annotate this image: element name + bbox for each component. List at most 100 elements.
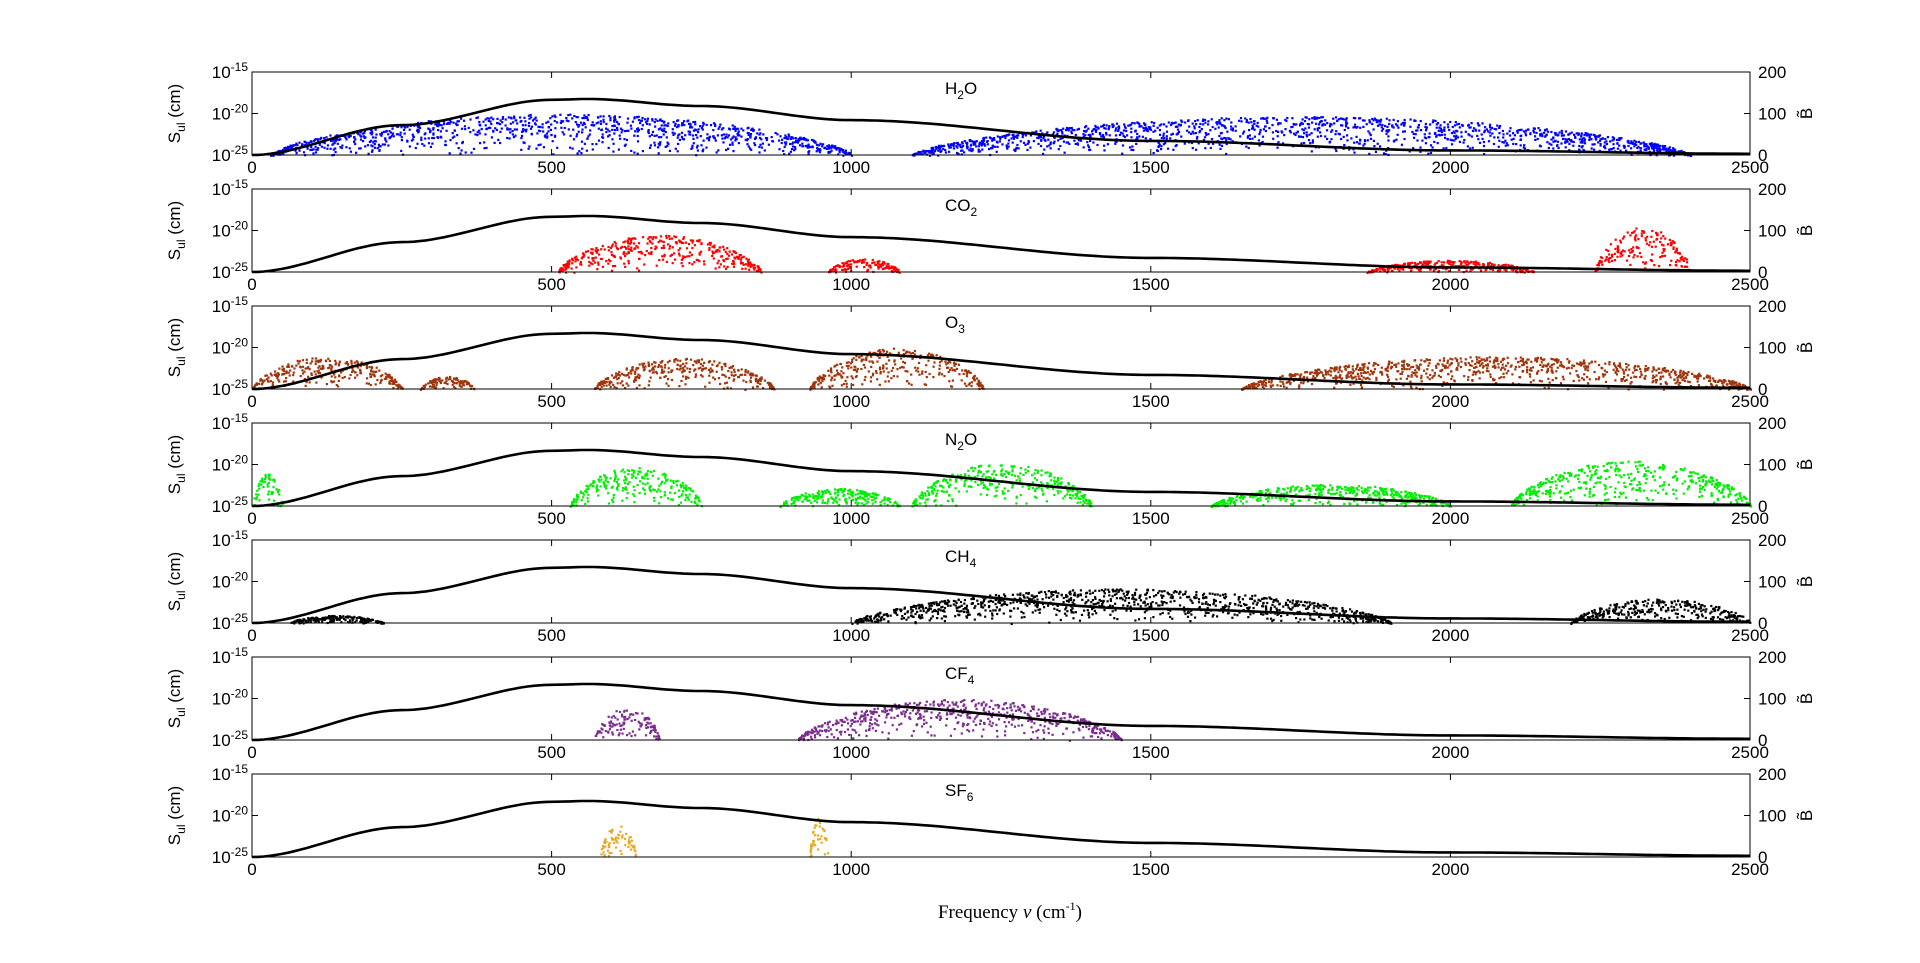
line-point: [1612, 147, 1615, 150]
line-point: [692, 121, 695, 124]
line-point: [1570, 131, 1573, 134]
line-point: [603, 248, 606, 251]
line-point: [1639, 149, 1642, 152]
line-point: [1656, 232, 1659, 235]
line-point: [587, 256, 590, 259]
line-point: [594, 249, 597, 252]
line-point: [875, 371, 878, 375]
line-point: [902, 349, 905, 352]
line-point: [270, 374, 273, 377]
line-point: [1590, 147, 1593, 150]
line-point: [565, 116, 568, 120]
line-point: [749, 134, 752, 138]
line-point: [699, 250, 703, 253]
line-point: [688, 130, 691, 133]
line-point: [863, 261, 866, 264]
line-point: [1582, 378, 1585, 381]
line-point: [1362, 125, 1365, 128]
line-point: [1645, 148, 1648, 152]
line-point: [604, 381, 607, 384]
line-point: [637, 269, 641, 272]
line-point: [384, 130, 387, 133]
line-point: [688, 262, 691, 265]
line-point: [1660, 371, 1663, 374]
line-point: [860, 367, 863, 371]
line-point: [373, 370, 376, 373]
line-point: [1330, 370, 1333, 373]
line-point: [948, 380, 951, 383]
line-point: [719, 246, 722, 249]
line-point: [581, 256, 584, 259]
line-point: [1328, 124, 1332, 128]
line-point: [1247, 146, 1250, 150]
line-point: [668, 359, 671, 362]
line-point: [887, 380, 890, 383]
line-point: [1659, 240, 1662, 244]
line-point: [1652, 149, 1655, 152]
line-point: [778, 148, 781, 151]
y-tick-label: 10-25: [212, 143, 249, 165]
line-point: [661, 129, 664, 133]
line-point: [549, 128, 552, 131]
line-point: [696, 359, 699, 362]
line-point: [1553, 140, 1556, 143]
line-point: [1689, 385, 1692, 388]
line-point: [329, 134, 332, 137]
line-point: [589, 262, 592, 265]
line-point: [1659, 148, 1662, 151]
line-point: [1674, 382, 1677, 385]
line-point: [553, 114, 556, 117]
line-point: [928, 372, 931, 376]
line-point: [621, 380, 624, 383]
line-point: [659, 141, 662, 144]
line-point: [355, 360, 358, 363]
line-point: [1195, 148, 1198, 151]
line-point: [667, 243, 670, 246]
line-point: [483, 147, 486, 150]
line-point: [1119, 131, 1122, 134]
line-point: [438, 380, 441, 383]
line-point: [677, 119, 680, 122]
line-point: [577, 130, 580, 133]
line-point: [827, 146, 830, 149]
line-point: [892, 366, 895, 370]
line-point: [742, 263, 745, 266]
line-point: [648, 239, 651, 243]
line-point: [322, 365, 325, 368]
line-point: [1279, 122, 1282, 125]
line-point: [761, 142, 764, 145]
line-point: [1204, 131, 1207, 135]
line-point: [529, 127, 533, 130]
line-point: [1286, 116, 1289, 120]
line-point: [696, 136, 699, 139]
line-point: [660, 246, 663, 250]
line-point: [1070, 130, 1073, 133]
line-point: [1389, 266, 1392, 269]
line-point: [1004, 137, 1007, 140]
line-point: [728, 143, 732, 146]
line-point: [1682, 259, 1685, 262]
line-point: [1396, 133, 1399, 136]
line-point: [636, 134, 639, 138]
line-point: [275, 374, 278, 377]
line-point: [1443, 126, 1446, 129]
line-point: [1022, 141, 1026, 144]
line-point: [516, 122, 519, 125]
line-point: [1609, 140, 1612, 143]
line-point: [637, 251, 640, 254]
line-point: [1261, 135, 1265, 138]
line-point: [882, 370, 885, 373]
line-point: [443, 122, 446, 126]
line-point: [287, 365, 290, 368]
line-point: [1252, 126, 1255, 129]
line-point: [1429, 123, 1432, 126]
line-point: [611, 128, 614, 131]
line-point: [1403, 262, 1406, 265]
line-point: [1207, 142, 1210, 145]
line-point: [1641, 230, 1644, 233]
line-point: [1550, 366, 1553, 369]
line-point: [940, 145, 944, 148]
line-point: [306, 147, 309, 150]
line-point: [1632, 142, 1635, 145]
line-point: [977, 145, 980, 148]
